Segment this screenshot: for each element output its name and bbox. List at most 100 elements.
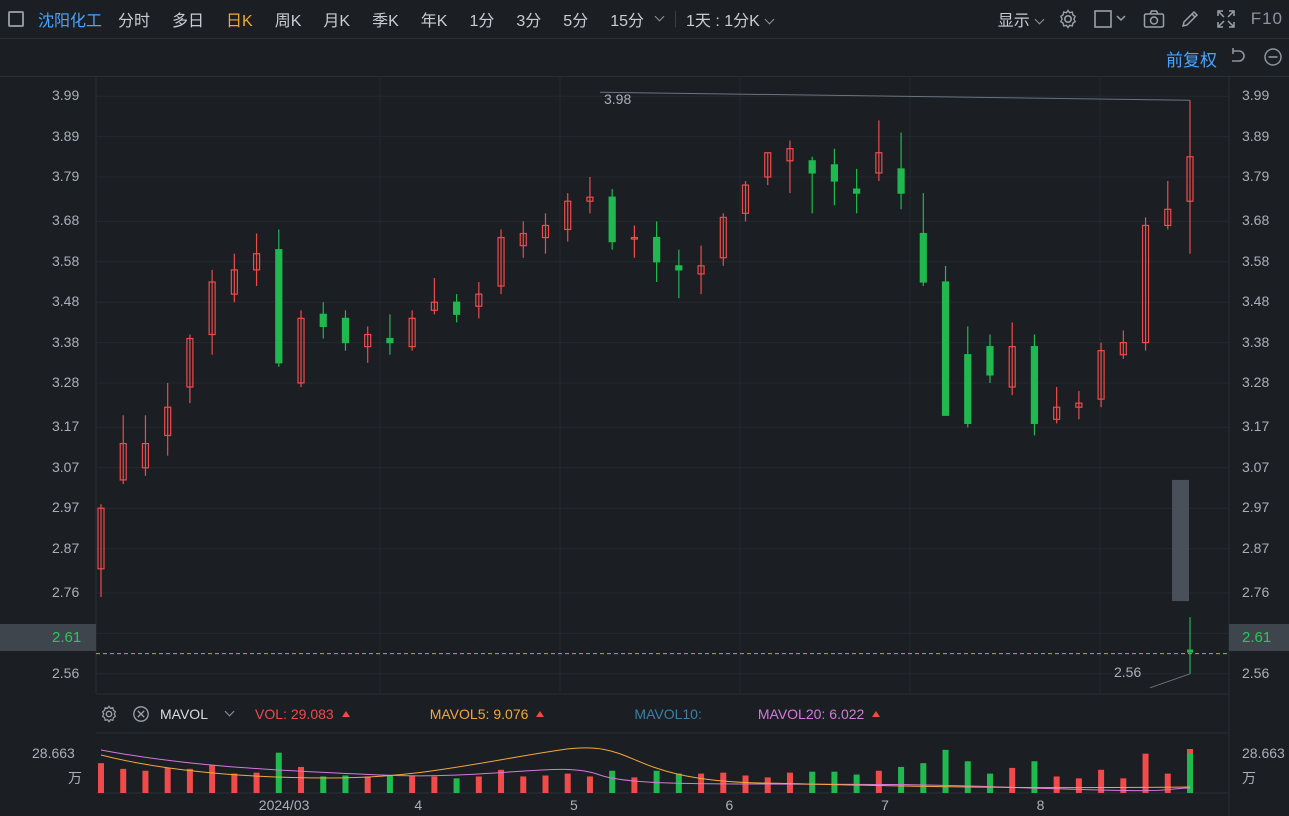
date-tick-label: 8 (1036, 797, 1045, 813)
tab-period-multiday[interactable]: 多日 (172, 13, 205, 30)
toolbar-right: 显示 F10 (998, 0, 1283, 38)
price-tick-label: 3.38 (1242, 333, 1270, 350)
tab-period-weekly-k[interactable]: 周K (274, 13, 302, 30)
chevron-down-icon (764, 14, 775, 25)
volume-bar (275, 752, 282, 793)
f10-button[interactable]: F10 (1250, 9, 1283, 28)
vol-label: VOL: (254, 706, 287, 722)
date-tick-label: 5 (569, 797, 578, 813)
undo-icon[interactable] (1227, 47, 1247, 72)
adjust-mode-button[interactable]: 前复权 (1166, 51, 1217, 70)
tab-period-5min[interactable]: 5分 (563, 13, 589, 30)
volume-bar (609, 770, 616, 793)
candle-body (1186, 156, 1194, 202)
candle-body (964, 354, 972, 424)
volume-bar (786, 772, 793, 793)
current-price-left: 2.61 (52, 629, 82, 646)
candle-body (452, 301, 461, 315)
price-tick-label: 3.17 (1242, 418, 1270, 435)
candle-body (119, 442, 127, 481)
candle-body (919, 232, 927, 283)
price-tick-label: 3.17 (52, 418, 80, 435)
price-tick-label: 2.76 (52, 584, 80, 601)
volume-bar (964, 761, 971, 793)
checkbox-icon[interactable] (1093, 8, 1129, 30)
volume-bar (831, 771, 838, 793)
candle-body (564, 200, 572, 231)
volume-close-icon[interactable] (132, 705, 150, 723)
mavol5-label: MAVOL5: (429, 706, 490, 722)
volume-bar (475, 776, 482, 793)
volume-indicator-select[interactable]: MAVOL (160, 706, 208, 722)
price-tick-label: 3.28 (1242, 373, 1270, 390)
candle-body (986, 346, 994, 376)
tab-period-3min[interactable]: 3分 (516, 13, 542, 30)
date-tick-label: 4 (414, 797, 423, 813)
volume-bar (298, 766, 305, 793)
volume-bar (764, 777, 771, 793)
volume-bar (653, 770, 660, 793)
volume-bar (986, 773, 993, 793)
price-tick-label: 3.58 (52, 252, 80, 269)
candle-body (808, 160, 816, 174)
candle-body (364, 333, 372, 348)
candle-body (1030, 346, 1039, 424)
candle-body (1141, 224, 1150, 344)
tab-period-quarterly-k[interactable]: 季K (372, 13, 399, 30)
volume-bar (1187, 749, 1193, 793)
chevron-down-icon[interactable] (224, 706, 235, 716)
settings-icon[interactable] (1057, 8, 1079, 30)
volume-bar (453, 778, 460, 793)
tab-period-yearly-k[interactable]: 年K (420, 13, 448, 30)
current-price-tag-right (1229, 624, 1289, 651)
volume-bar (320, 776, 327, 793)
volume-bar (1164, 773, 1171, 793)
volume-settings-icon[interactable] (100, 705, 118, 723)
candle-body (608, 196, 616, 243)
candle-body (1164, 208, 1172, 227)
price-tick-label: 3.28 (52, 373, 80, 390)
volume-bar (564, 773, 571, 793)
zoom-out-icon[interactable] (1263, 47, 1283, 72)
chevron-down-icon[interactable] (654, 11, 665, 21)
price-tick-label: 3.99 (52, 87, 80, 104)
candle-body (1053, 406, 1061, 420)
stock-name[interactable]: 沈阳化工 (38, 13, 103, 30)
sidebar-toggle-icon[interactable] (8, 11, 24, 27)
pen-icon[interactable] (1179, 8, 1201, 30)
volume-bar (586, 776, 593, 793)
date-tick-label: 6 (725, 797, 734, 813)
price-tick-label: 3.48 (52, 293, 80, 310)
current-price-right: 2.61 (1242, 629, 1272, 646)
tab-period-intraday[interactable]: 分时 (118, 13, 151, 30)
volume-bar (1187, 753, 1193, 793)
candle-body (830, 164, 839, 182)
candle-body (741, 184, 750, 214)
volume-bar (1120, 778, 1127, 793)
candle-body (230, 269, 238, 295)
volume-bar (1142, 753, 1149, 793)
date-tick-label: 2024/03 (258, 797, 310, 813)
high-price-leader (599, 91, 1191, 101)
range-select[interactable]: 1天 : 1分K (686, 7, 775, 31)
display-menu[interactable]: 显示 (998, 7, 1045, 31)
camera-icon[interactable] (1143, 8, 1165, 30)
volume-bar (898, 766, 905, 793)
tab-period-15min[interactable]: 15分 (610, 13, 645, 30)
vol-value: 29.083 (290, 706, 334, 722)
low-price-label: 2.56 (1114, 664, 1142, 680)
tab-period-monthly-k[interactable]: 月K (323, 13, 351, 30)
mavol10-label: MAVOL10: (634, 706, 702, 722)
candle-body (297, 317, 305, 384)
fullscreen-icon[interactable] (1215, 8, 1237, 30)
volume-bar (1031, 761, 1038, 793)
up-arrow-icon (872, 711, 881, 717)
price-tick-label: 3.07 (52, 458, 80, 475)
mavol5-value: 9.076 (493, 706, 529, 722)
candle-body (208, 281, 216, 336)
volume-bar (875, 770, 882, 793)
candle-body (764, 152, 772, 178)
tab-period-1min[interactable]: 1分 (469, 13, 495, 30)
tab-period-daily-k[interactable]: 日K (226, 13, 253, 30)
